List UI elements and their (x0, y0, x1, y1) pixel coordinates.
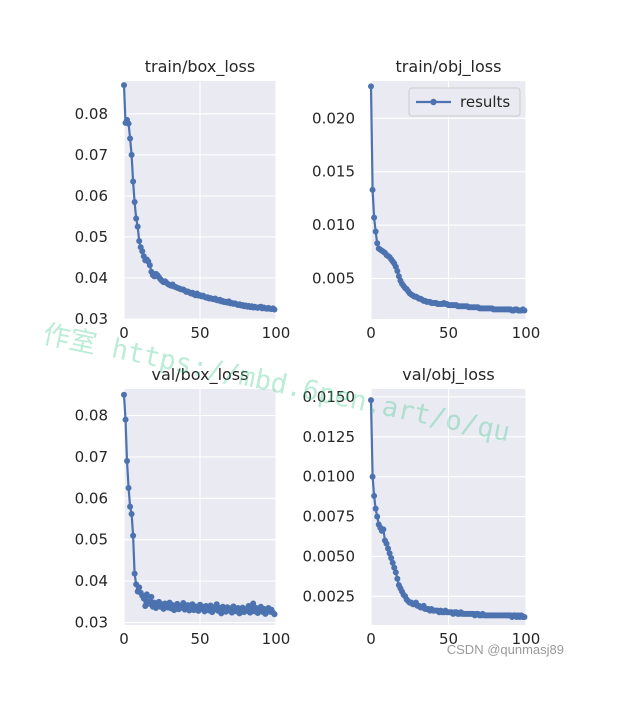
x-tick-label: 0 (119, 324, 129, 342)
x-tick-label: 100 (512, 324, 541, 342)
y-tick-label: 0.010 (312, 216, 355, 234)
data-point (389, 559, 396, 566)
y-tick-label: 0.07 (75, 146, 108, 164)
data-point (368, 83, 374, 90)
data-point (371, 214, 378, 221)
y-tick-label: 0.0075 (303, 508, 356, 526)
data-point (369, 473, 376, 480)
data-point (371, 492, 378, 499)
y-tick-label: 0.07 (75, 448, 108, 466)
y-tick-label: 0.005 (312, 269, 355, 287)
data-point (142, 602, 149, 609)
y-tick-label: 0.05 (75, 531, 108, 549)
data-point (125, 484, 132, 491)
subplot-4: 0 50 100 0.0025 0.0050 0.0075 0.0100 0.0125 0.01… (303, 365, 541, 648)
data-point (121, 82, 127, 89)
data-point (121, 391, 127, 398)
x-tick-label: 100 (512, 630, 541, 648)
data-point (521, 614, 528, 621)
data-point (372, 228, 379, 235)
y-tick-label: 0.03 (75, 310, 108, 328)
data-point (124, 458, 131, 465)
data-point (271, 306, 278, 313)
y-tick-label: 0.05 (75, 228, 108, 246)
legend: results (408, 87, 521, 117)
data-point (148, 593, 155, 600)
data-point (136, 238, 143, 245)
subplot-2: 0 50 100 0.005 0.010 0.015 0.020 train/obj_loss… (312, 57, 540, 342)
x-tick-label: 100 (262, 630, 291, 648)
data-point (136, 584, 143, 591)
data-point (134, 223, 141, 230)
data-point (368, 397, 374, 404)
data-point (127, 135, 134, 142)
y-tick-label: 0.04 (75, 572, 108, 590)
y-tick-label: 0.015 (312, 163, 355, 181)
data-point (369, 186, 376, 193)
x-tick-label: 0 (366, 324, 376, 342)
data-point (131, 570, 138, 577)
data-point (146, 262, 153, 269)
data-point (128, 511, 135, 518)
y-tick-label: 0.0050 (303, 547, 356, 565)
y-tick-label: 0.0025 (303, 587, 356, 605)
data-point (143, 591, 150, 598)
y-tick-label: 0.08 (75, 406, 108, 424)
data-point (122, 416, 129, 423)
x-tick-label: 50 (439, 630, 458, 648)
subplot-title: train/box_loss (145, 57, 255, 77)
legend-label: results (460, 93, 510, 111)
data-point (271, 611, 278, 618)
subplot-3: 0 50 100 0.03 0.04 0.05 0.06 0.07 0.08 val/box_lo… (75, 365, 291, 648)
data-point (131, 199, 138, 206)
data-point (128, 151, 135, 158)
y-tick-label: 0.08 (75, 105, 108, 123)
data-point (250, 600, 257, 607)
y-tick-label: 0.04 (75, 269, 108, 287)
legend-box (408, 87, 521, 117)
data-point (383, 540, 390, 547)
credit-text: CSDN @qunmasj89 (446, 642, 564, 657)
data-point (380, 526, 387, 533)
data-point (374, 240, 381, 247)
data-point (133, 215, 140, 222)
x-tick-label: 50 (439, 324, 458, 342)
y-tick-label: 0.0100 (303, 468, 356, 486)
data-point (391, 564, 398, 571)
y-tick-label: 0.06 (75, 187, 108, 205)
x-tick-label: 0 (366, 630, 376, 648)
subplot-1: 0 50 100 0.03 0.04 0.05 0.06 0.07 0.08 train/box_… (75, 57, 291, 342)
y-tick-label: 0.03 (75, 614, 108, 632)
subplot-title: val/obj_loss (402, 365, 494, 385)
x-tick-label: 100 (262, 324, 291, 342)
legend-marker (430, 98, 437, 106)
data-point (127, 503, 134, 510)
data-point (372, 505, 379, 512)
data-point (125, 120, 132, 127)
data-point (130, 178, 137, 185)
data-point (140, 595, 147, 602)
data-point (386, 550, 393, 557)
x-tick-label: 50 (190, 324, 209, 342)
y-tick-label: 0.0125 (303, 428, 356, 446)
subplot-title: train/obj_loss (396, 57, 502, 77)
data-point (374, 513, 381, 520)
x-tick-label: 0 (119, 630, 129, 648)
data-point (394, 575, 401, 582)
data-point (521, 307, 528, 314)
y-tick-label: 0.0150 (303, 388, 356, 406)
data-point (388, 555, 395, 562)
data-point (385, 545, 392, 552)
data-point (139, 248, 146, 255)
data-point (394, 267, 401, 274)
x-tick-label: 50 (190, 630, 209, 648)
data-point (392, 569, 399, 576)
subplot-title: val/box_loss (152, 365, 249, 385)
data-point (130, 532, 137, 539)
y-tick-label: 0.06 (75, 489, 108, 507)
y-tick-label: 0.020 (312, 109, 355, 127)
